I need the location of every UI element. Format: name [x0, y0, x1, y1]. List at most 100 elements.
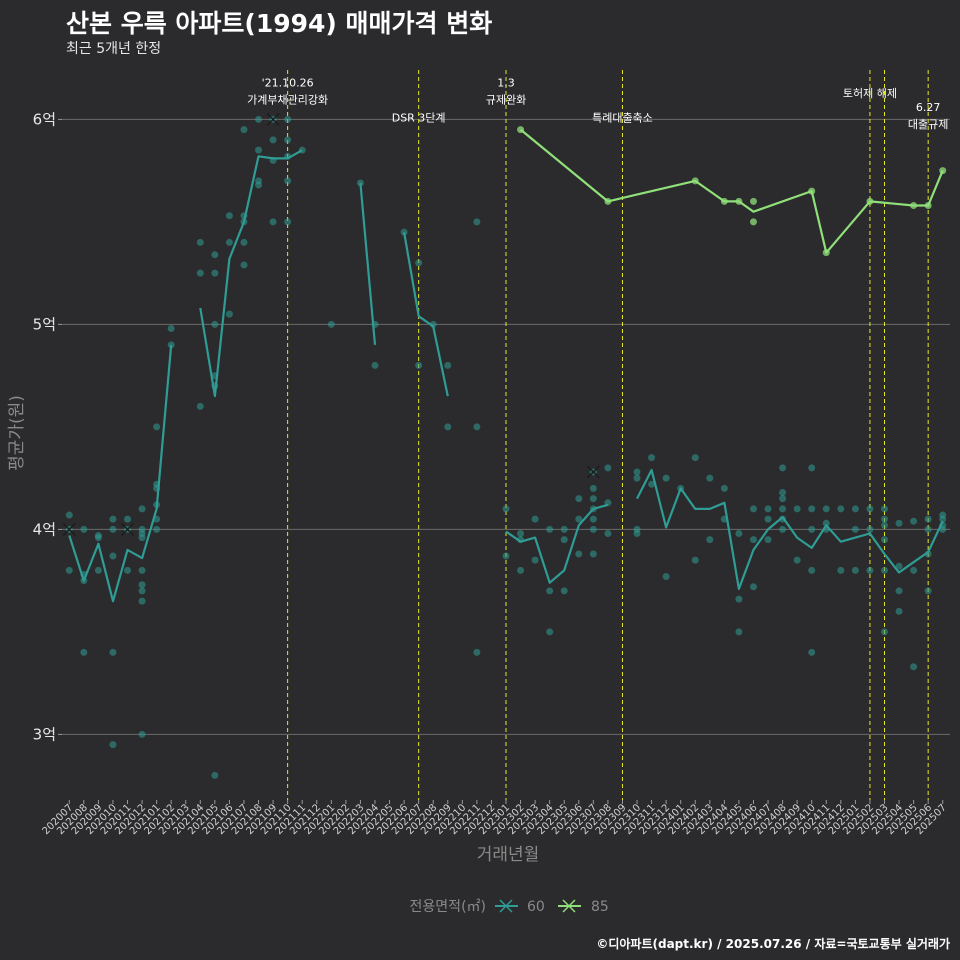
- data-point-60: [80, 525, 88, 533]
- data-point-60: [779, 495, 787, 503]
- data-point-60: [822, 505, 830, 513]
- data-point-60: [94, 534, 102, 542]
- data-point-60: [735, 530, 743, 537]
- data-point-60: [531, 556, 539, 564]
- data-point-60: [910, 517, 918, 525]
- data-point-60: [560, 587, 568, 595]
- data-point-60: [138, 730, 146, 738]
- data-point-60: [327, 320, 335, 328]
- data-point-60: [880, 505, 888, 513]
- data-point-60: [764, 515, 772, 523]
- policy-label: 대출규제: [908, 118, 948, 131]
- policy-label: 특례대출축소: [592, 111, 653, 124]
- data-point-60: [691, 556, 699, 564]
- data-point-60: [924, 515, 932, 523]
- data-point-60: [735, 595, 743, 603]
- data-point-60: [80, 648, 88, 656]
- data-point-60: [662, 474, 670, 482]
- data-point-60: [560, 536, 568, 544]
- data-point-60: [720, 484, 728, 492]
- data-point-60: [910, 566, 918, 574]
- data-point-60: [880, 628, 888, 636]
- data-point-60: [240, 126, 248, 134]
- data-point-60: [837, 505, 845, 513]
- data-point-60: [138, 566, 146, 574]
- data-point-60: [808, 525, 816, 533]
- data-point-60: [65, 511, 73, 519]
- data-point-60: [589, 484, 597, 492]
- data-point-60: [910, 663, 918, 671]
- data-point-60: [211, 320, 219, 328]
- data-point-85: [749, 218, 757, 226]
- chart-title: 산본 우륵 아파트(1994) 매매가격 변화: [66, 9, 493, 38]
- data-point-60: [822, 519, 830, 527]
- data-point-60: [546, 525, 554, 533]
- cross-stroke: [586, 465, 600, 479]
- policy-label: DSR 3단계: [392, 111, 446, 124]
- data-point-60: [473, 218, 481, 226]
- data-point-60: [779, 464, 787, 472]
- data-point-60: [473, 648, 481, 656]
- data-point-60: [866, 525, 874, 533]
- y-tick-label: 6억: [33, 110, 56, 128]
- data-point-60: [880, 536, 888, 544]
- data-point-60: [633, 474, 641, 482]
- data-point-60: [211, 771, 219, 779]
- series-line-60: [359, 182, 377, 345]
- y-axis-ticks: 3억 4억 5억 6억: [33, 110, 62, 743]
- data-point-60: [196, 238, 204, 246]
- policy-label: 규제완화: [486, 94, 526, 107]
- data-point-60: [837, 566, 845, 574]
- data-point-60: [924, 525, 932, 533]
- data-point-60: [138, 581, 146, 589]
- chart-subtitle: 최근 5개년 한정: [66, 41, 162, 57]
- data-point-60: [589, 550, 597, 558]
- data-point-60: [560, 525, 568, 533]
- data-point-60: [648, 454, 656, 462]
- series-line-60: [68, 344, 173, 603]
- cross-marker-icon: [586, 465, 600, 479]
- data-point-60: [502, 505, 510, 513]
- data-point-60: [124, 515, 132, 523]
- data-point-60: [866, 566, 874, 574]
- data-point-60: [284, 115, 292, 123]
- data-point-60: [808, 648, 816, 656]
- data-point-60: [546, 628, 554, 636]
- data-point-60: [255, 181, 263, 189]
- data-point-60: [65, 566, 73, 574]
- series-line-60: [199, 149, 303, 398]
- data-point-60: [706, 536, 714, 544]
- data-point-60: [735, 628, 743, 636]
- series-line-85: [519, 128, 944, 254]
- data-point-60: [880, 521, 888, 529]
- cross-marker-icon: [121, 522, 134, 536]
- cross-stroke: [62, 522, 76, 536]
- data-point-60: [269, 218, 277, 226]
- data-point-60: [138, 505, 146, 513]
- data-point-60: [284, 177, 292, 185]
- data-point-60: [880, 566, 888, 574]
- data-point-60: [153, 423, 161, 431]
- y-tick-label: 5억: [33, 315, 56, 333]
- cross-marker-icon: [62, 522, 76, 536]
- data-point-60: [604, 464, 612, 472]
- data-point-60: [589, 515, 597, 523]
- data-point-60: [779, 525, 787, 533]
- data-point-60: [575, 495, 583, 503]
- data-point-60: [851, 505, 859, 513]
- data-point-60: [895, 587, 903, 595]
- data-point-60: [633, 468, 641, 476]
- data-point-60: [939, 515, 947, 523]
- data-point-60: [444, 423, 452, 431]
- data-point-60: [924, 587, 932, 595]
- data-point-60: [546, 587, 554, 595]
- data-point-60: [109, 648, 117, 656]
- policy-label: 가계부채관리강화: [247, 94, 328, 107]
- data-point-60: [109, 525, 117, 533]
- data-point-60: [255, 146, 263, 154]
- data-point-60: [851, 566, 859, 574]
- policy-label: 토허제 해제: [843, 86, 897, 100]
- data-point-60: [269, 136, 277, 144]
- data-point-60: [793, 505, 801, 513]
